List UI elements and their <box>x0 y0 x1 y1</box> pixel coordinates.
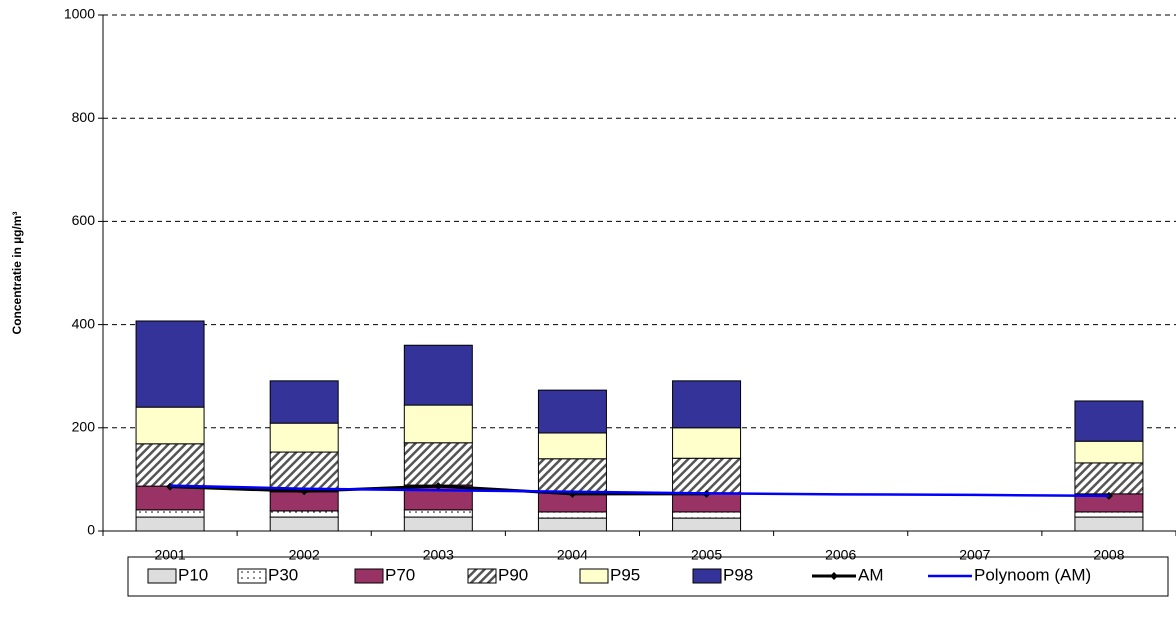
bar-segment <box>269 380 339 424</box>
bar-segment <box>1074 440 1144 464</box>
bar-segment <box>537 517 607 532</box>
x-tick-label: 2001 <box>154 547 185 563</box>
bar-segment <box>672 511 742 519</box>
bar-segment <box>672 427 742 459</box>
bar-segment <box>269 451 339 493</box>
y-tick-label: 400 <box>72 315 96 331</box>
bar-segment <box>537 432 607 460</box>
bar-segment <box>135 509 205 518</box>
legend-label: P70 <box>385 565 415 584</box>
y-tick-label: 0 <box>87 522 95 538</box>
bar-segment <box>1074 511 1144 518</box>
legend-swatch <box>579 568 609 584</box>
legend-swatch <box>467 568 497 584</box>
x-tick-label: 2005 <box>691 547 722 563</box>
x-tick-label: 2004 <box>557 547 588 563</box>
x-tick-label: 2006 <box>825 547 856 563</box>
bar-segment <box>269 516 339 532</box>
legend-label: Polynoom (AM) <box>974 565 1091 584</box>
y-tick-label: 200 <box>72 419 96 435</box>
bar-segment <box>135 406 205 445</box>
legend-label: P95 <box>610 565 640 584</box>
bar-segment <box>403 516 473 532</box>
legend-swatch <box>354 568 384 584</box>
legend-swatch <box>237 568 267 584</box>
bar-segment <box>269 422 339 453</box>
bar-segment <box>135 516 205 532</box>
line <box>170 484 1109 498</box>
bar-segment <box>269 510 339 518</box>
y-tick-label: 600 <box>72 212 96 228</box>
bar-segment <box>1074 516 1144 532</box>
bar-segment <box>403 344 473 406</box>
legend-marker <box>830 572 838 580</box>
bar-segment <box>403 509 473 518</box>
legend-box <box>127 556 1169 597</box>
bar-segment <box>537 511 607 519</box>
legend-swatch <box>147 568 177 584</box>
y-axis-label: Concentratie in µg/m³ <box>10 212 24 335</box>
bar-segment <box>537 458 607 494</box>
bar-segment <box>537 389 607 434</box>
bar-segment <box>672 457 742 494</box>
x-tick-label: 2003 <box>423 547 454 563</box>
bar-segment <box>672 517 742 532</box>
legend-label: P30 <box>268 565 298 584</box>
legend-label: AM <box>858 565 884 584</box>
bar-segment <box>403 404 473 444</box>
legend-label: P10 <box>178 565 208 584</box>
legend-swatch <box>692 568 722 584</box>
x-tick-label: 2008 <box>1093 547 1124 563</box>
y-tick-label: 1000 <box>64 6 95 22</box>
bar-segment <box>1074 462 1144 495</box>
bar-segment <box>135 320 205 408</box>
line-marker <box>434 482 443 491</box>
bar-segment <box>672 380 742 429</box>
bar-segment <box>403 442 473 486</box>
y-tick-label: 800 <box>72 109 96 125</box>
bar-segment <box>1074 400 1144 442</box>
bar-segment <box>135 443 205 487</box>
x-tick-label: 2007 <box>959 547 990 563</box>
legend-label: P90 <box>498 565 528 584</box>
x-tick-label: 2002 <box>289 547 320 563</box>
legend-label: P98 <box>723 565 753 584</box>
